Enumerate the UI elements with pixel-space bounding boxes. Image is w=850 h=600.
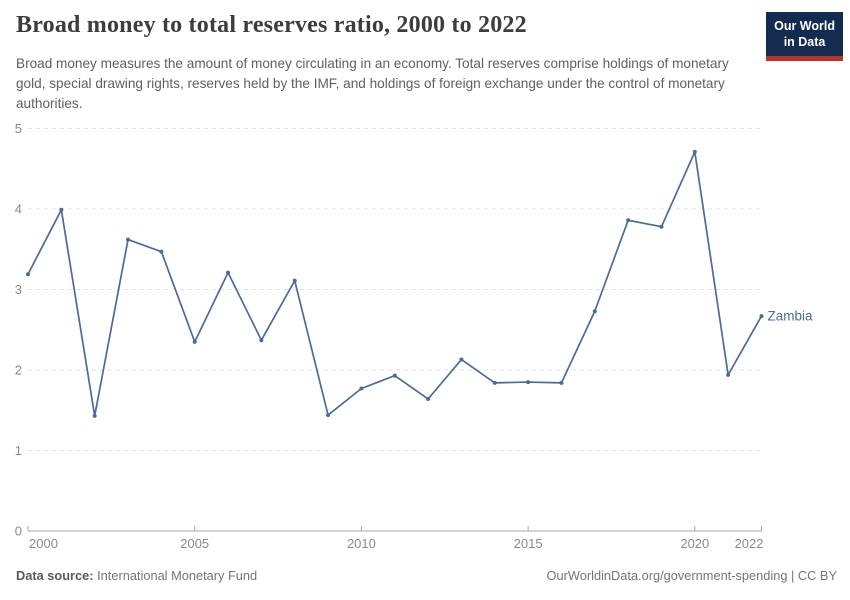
data-source: Data source: International Monetary Fund (16, 568, 257, 583)
x-tick-label: 2022 (735, 536, 764, 551)
data-point (526, 380, 531, 385)
logo-line-2: in Data (783, 35, 826, 50)
data-source-label: Data source: (16, 568, 94, 583)
x-tick-label: 2010 (347, 536, 376, 551)
data-point (392, 373, 397, 378)
data-point (159, 249, 164, 254)
data-point (326, 413, 331, 418)
y-tick-label: 4 (15, 202, 22, 217)
data-point (359, 386, 364, 391)
data-point (692, 149, 697, 154)
x-tick-label: 2000 (29, 536, 58, 551)
data-point (59, 207, 64, 212)
data-source-value: International Monetary Fund (97, 568, 258, 583)
data-point (126, 237, 131, 242)
page-title: Broad money to total reserves ratio, 200… (16, 12, 527, 38)
data-point (292, 278, 297, 283)
data-point (726, 372, 731, 377)
data-point (426, 396, 431, 401)
owid-logo[interactable]: Our World in Data (766, 12, 843, 61)
y-tick-label: 3 (15, 282, 22, 297)
data-point (659, 224, 664, 229)
x-tick-label: 2005 (180, 536, 209, 551)
data-point (226, 270, 231, 275)
chart-subtitle: Broad money measures the amount of money… (16, 56, 729, 112)
data-point (592, 309, 597, 314)
x-tick-label: 2020 (680, 536, 709, 551)
data-point (192, 339, 197, 344)
data-point (559, 380, 564, 385)
x-tick-label: 2015 (514, 536, 543, 551)
y-tick-label: 2 (15, 363, 22, 378)
series-label-zambia[interactable]: Zambia (768, 309, 814, 324)
data-point (459, 357, 464, 362)
credit-link[interactable]: OurWorldinData.org/government-spending |… (546, 568, 837, 583)
y-tick-label: 1 (15, 443, 22, 458)
y-tick-label: 0 (15, 524, 22, 539)
data-point (259, 338, 264, 343)
data-point (92, 413, 97, 418)
y-tick-label: 5 (15, 121, 22, 136)
logo-line-1: Our World (774, 19, 835, 33)
data-point (492, 380, 497, 385)
chart-footer: Data source: International Monetary Fund… (16, 568, 837, 583)
data-point (759, 314, 764, 319)
data-point (626, 218, 631, 223)
data-point (26, 272, 30, 277)
